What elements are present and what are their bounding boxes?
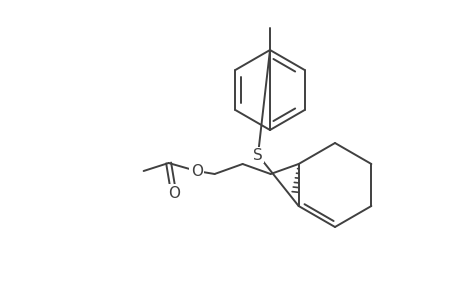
Text: S: S [252, 148, 262, 163]
Text: O: O [167, 185, 179, 200]
Text: O: O [190, 164, 202, 178]
